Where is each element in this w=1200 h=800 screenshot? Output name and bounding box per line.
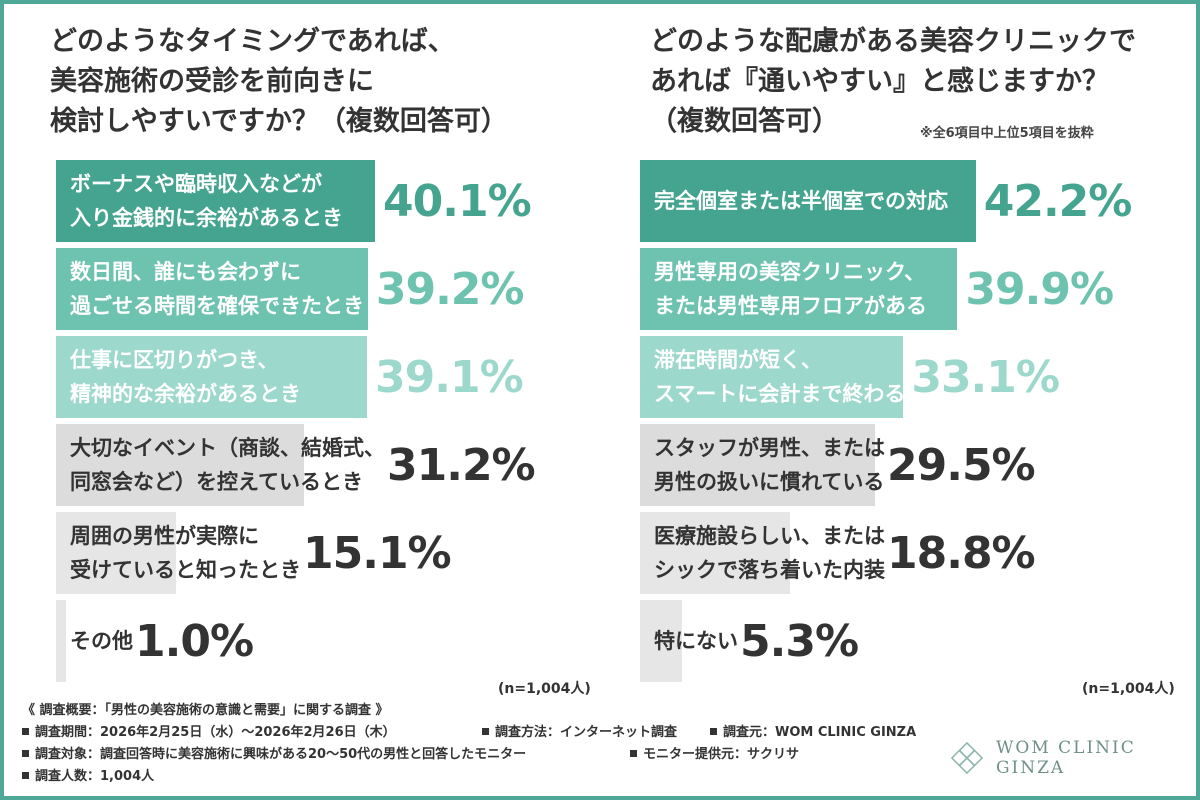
- bar-row: 周囲の男性が実際に 受けていると知ったとき 15.1%: [56, 512, 596, 594]
- diamond-pattern-icon: [950, 741, 984, 775]
- bar-value-label: 18.8%: [887, 527, 1036, 579]
- right-sample-size: (n=1,004人): [1082, 681, 1175, 697]
- bar-value-label: 1.0%: [135, 615, 254, 667]
- bar-category-label: 数日間、誰にも会わずに 過ごせる時間を確保できたとき: [70, 260, 364, 318]
- bar: [640, 160, 976, 242]
- footer-heading: 《 調査概要：「男性の美容施術の意識と需要」に関する調査 》: [22, 703, 389, 718]
- bar-category-label: 医療施設らしい、または シックで落ち着いた内装: [654, 524, 885, 582]
- bar-category-label: 完全個室または半個室での対応: [654, 189, 948, 213]
- right-chart-note: ※全6項目中上位5項目を抜粋: [920, 126, 1094, 141]
- footer-method: 調査方法：インターネット調査: [495, 725, 678, 740]
- left-sample-size: (n=1,004人): [498, 681, 591, 697]
- bar-row: ボーナスや臨時収入などが 入り金銭的に余裕があるとき 40.1%: [56, 160, 596, 242]
- bar: [640, 248, 958, 330]
- logo-text: WOM CLINIC GINZA: [995, 738, 1136, 778]
- bar-value-label: 33.1%: [911, 351, 1060, 403]
- bar-category-label: スタッフが男性、または 男性の扱いに慣れている: [654, 436, 885, 494]
- bar-row: 男性専用の美容クリニック、 または男性専用フロアがある 39.9%: [640, 248, 1180, 330]
- bullet-icon: [710, 728, 717, 735]
- survey-footer: 《 調査概要：「男性の美容施術の意識と需要」に関する調査 》 調査期間：2026…: [22, 700, 922, 788]
- bar-category-label: 大切なイベント（商談、結婚式、 同窓会など）を控えているとき: [70, 436, 385, 494]
- bar: [640, 512, 790, 594]
- bar-value-label: 39.2%: [375, 263, 525, 315]
- bullet-icon: [22, 728, 29, 735]
- footer-source: 調査元：WOM CLINIC GINZA: [723, 725, 917, 740]
- bar-category-label: 周囲の男性が実際に 受けていると知ったとき: [70, 524, 301, 582]
- footer-count: 調査人数：1,004人: [35, 769, 155, 784]
- left-chart-title: どのようなタイミングであれば、 美容施術の受診を前向きに 検討しやすいですか？（…: [50, 26, 508, 137]
- bar: [56, 160, 376, 242]
- bar-category-label: 男性専用の美容クリニック、 または男性専用フロアがある: [654, 260, 927, 318]
- bar: [56, 424, 305, 506]
- footer-provider: モニター提供元：サクリサ: [643, 747, 800, 762]
- bar: [56, 336, 368, 418]
- bar-row: 数日間、誰にも会わずに 過ごせる時間を確保できたとき 39.2%: [56, 248, 596, 330]
- bar: [56, 248, 368, 330]
- bar-value-label: 31.2%: [387, 439, 536, 491]
- bullet-icon: [630, 750, 637, 757]
- right-bar-chart: 完全個室または半個室での対応 42.2% 男性専用の美容クリニック、 または男性専用…: [640, 160, 1180, 682]
- bar-category-label: 滞在時間が短く、 スマートに会計まで終わる: [654, 348, 906, 406]
- bullet-icon: [22, 772, 29, 779]
- bar-value-label: 29.5%: [887, 439, 1036, 491]
- bar: [56, 600, 66, 682]
- bar-row: 医療施設らしい、または シックで落ち着いた内装 18.8%: [640, 512, 1180, 594]
- bar: [640, 336, 904, 418]
- bar-category-label: 特にない: [654, 629, 738, 653]
- bar-category-label: その他: [70, 629, 133, 653]
- bar-row: 特にない 5.3%: [640, 600, 1180, 682]
- bar-category-label: 仕事に区切りがつき、 精神的な余裕があるとき: [70, 348, 301, 406]
- bar-value-label: 42.2%: [983, 175, 1133, 227]
- bar-value-label: 15.1%: [303, 527, 452, 579]
- bar-value-label: 39.9%: [965, 263, 1114, 315]
- bar-row: スタッフが男性、または 男性の扱いに慣れている 29.5%: [640, 424, 1180, 506]
- bar-value-label: 39.1%: [375, 351, 524, 403]
- bar: [640, 600, 683, 682]
- bullet-icon: [482, 728, 489, 735]
- bar-row: 完全個室または半個室での対応 42.2%: [640, 160, 1180, 242]
- clinic-logo: WOM CLINIC GINZA: [950, 738, 1200, 778]
- footer-period: 調査期間：2026年2月25日（水）～2026年2月26日（木）: [35, 725, 396, 740]
- right-chart-title: どのような配慮がある美容クリニックで あれば『通いやすい』と感じますか？ （複数…: [650, 26, 1136, 137]
- bar: [640, 424, 875, 506]
- footer-target: 調査対象：調査回答時に美容施術に興味がある20〜50代の男性と回答したモニター: [35, 747, 527, 762]
- left-bar-chart: ボーナスや臨時収入などが 入り金銭的に余裕があるとき 40.1% 数日間、誰にも会わ…: [56, 160, 596, 682]
- bar-row: 大切なイベント（商談、結婚式、 同窓会など）を控えているとき 31.2%: [56, 424, 596, 506]
- bar-row: 仕事に区切りがつき、 精神的な余裕があるとき 39.1%: [56, 336, 596, 418]
- bar-category-label: ボーナスや臨時収入などが 入り金銭的に余裕があるとき: [70, 172, 343, 230]
- bar-row: 滞在時間が短く、 スマートに会計まで終わる 33.1%: [640, 336, 1180, 418]
- bar-row: その他 1.0%: [56, 600, 596, 682]
- bar-value-label: 40.1%: [383, 175, 532, 227]
- bar-value-label: 5.3%: [740, 615, 859, 667]
- bullet-icon: [22, 750, 29, 757]
- bar: [56, 512, 177, 594]
